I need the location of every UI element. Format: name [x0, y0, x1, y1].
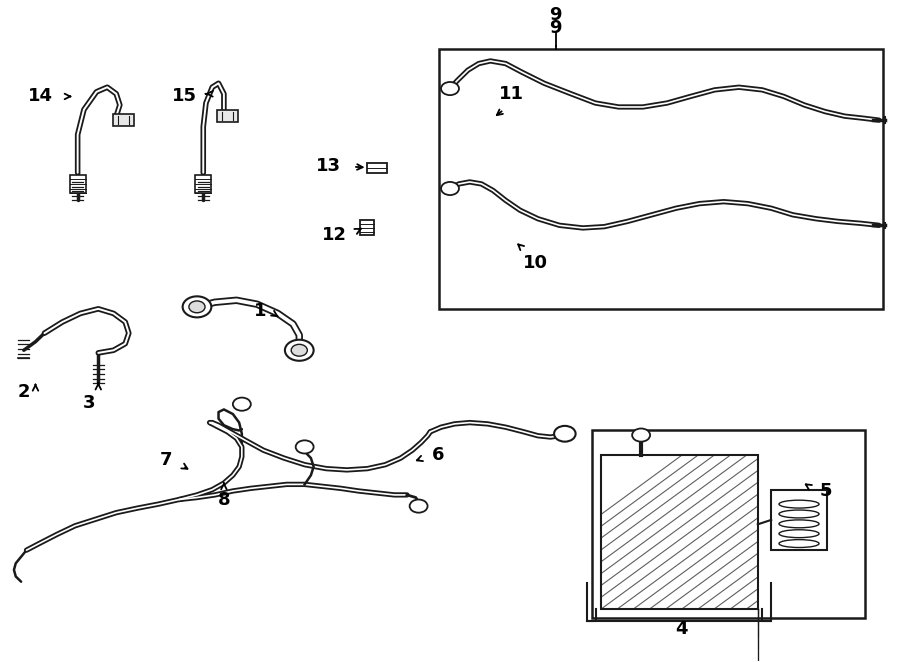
Circle shape [296, 440, 313, 453]
Circle shape [233, 398, 251, 410]
Text: 9: 9 [550, 6, 562, 24]
Circle shape [632, 428, 650, 442]
Circle shape [441, 182, 459, 195]
Bar [439, 49, 884, 309]
Bar [600, 455, 758, 609]
Text: 5: 5 [820, 482, 832, 500]
Text: 1: 1 [254, 302, 266, 320]
Text: 14: 14 [29, 87, 53, 105]
Bar [217, 111, 239, 122]
Ellipse shape [779, 500, 819, 508]
Text: 15: 15 [172, 87, 197, 105]
Circle shape [554, 426, 576, 442]
Circle shape [285, 340, 313, 361]
Ellipse shape [779, 530, 819, 538]
FancyBboxPatch shape [360, 220, 373, 234]
Text: 2: 2 [18, 383, 30, 401]
Bar [592, 430, 866, 618]
Text: 9: 9 [550, 19, 562, 37]
Text: 10: 10 [523, 254, 548, 272]
Text: 3: 3 [83, 395, 95, 412]
Circle shape [410, 500, 427, 512]
FancyBboxPatch shape [69, 175, 86, 193]
Text: 8: 8 [218, 491, 230, 509]
Ellipse shape [779, 520, 819, 528]
Circle shape [292, 344, 307, 356]
Ellipse shape [779, 510, 819, 518]
Circle shape [441, 82, 459, 95]
FancyBboxPatch shape [195, 175, 212, 193]
Text: 13: 13 [316, 157, 340, 175]
Circle shape [189, 301, 205, 312]
Text: 7: 7 [159, 451, 172, 469]
Bar [112, 115, 134, 126]
Text: 11: 11 [499, 85, 524, 103]
Text: 6: 6 [432, 446, 445, 465]
Text: 4: 4 [675, 620, 688, 638]
Bar [771, 490, 827, 550]
Ellipse shape [779, 540, 819, 547]
Text: 12: 12 [322, 226, 346, 244]
FancyBboxPatch shape [367, 163, 387, 173]
Circle shape [183, 297, 212, 317]
